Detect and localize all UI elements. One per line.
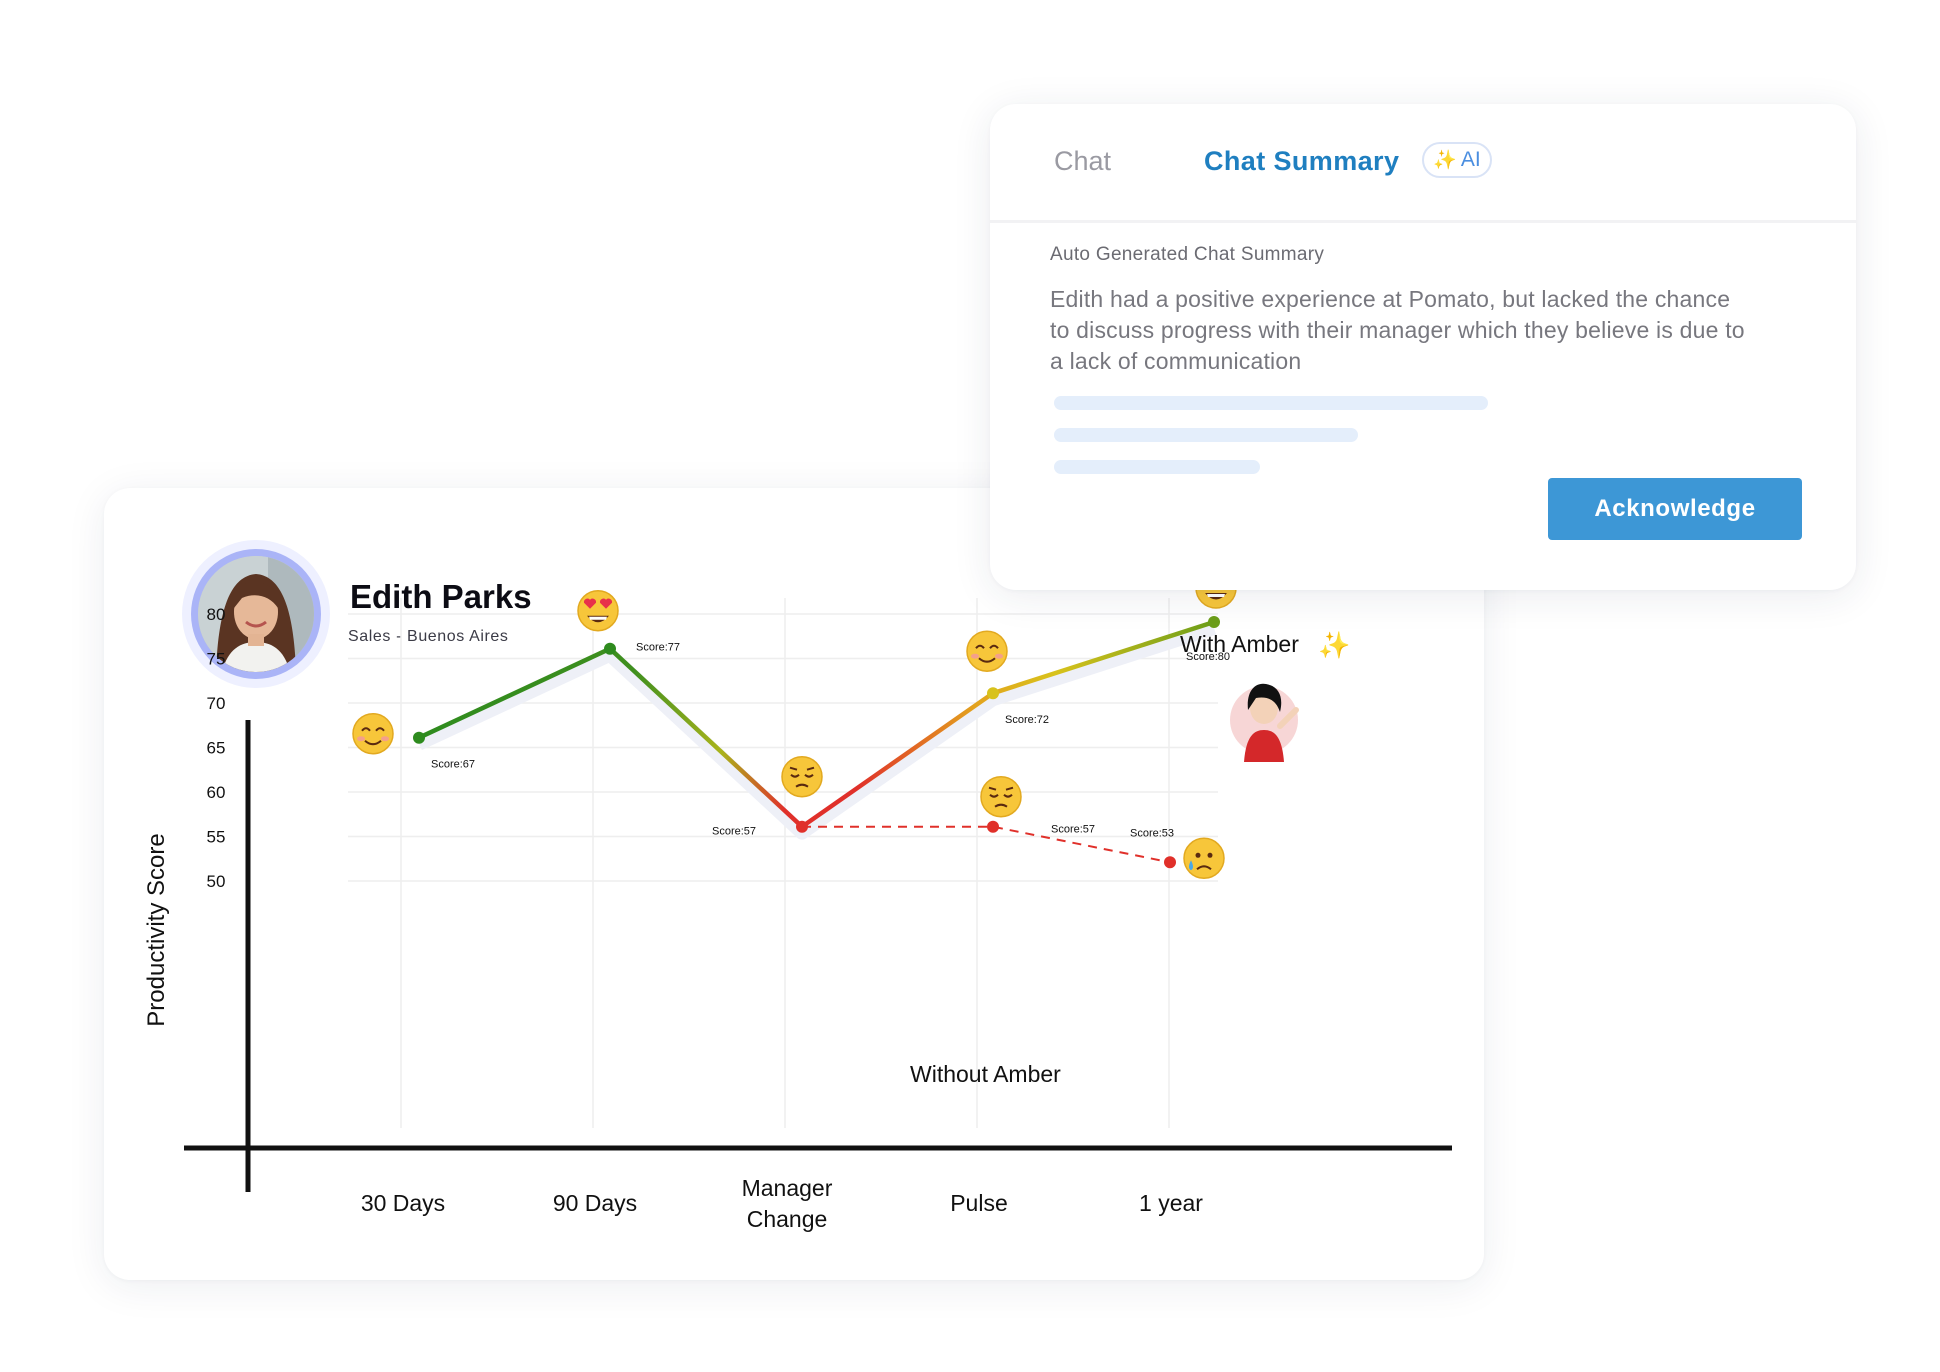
- data-point: [987, 687, 999, 700]
- score-labels: Score:67 Score:77 Score:57 Score:72 Score:80…: [431, 642, 1230, 840]
- data-point: [1164, 856, 1176, 869]
- smiling-icon: [352, 712, 394, 755]
- score-label: Score:80: [1186, 651, 1230, 663]
- data-point: [987, 820, 999, 833]
- data-point: [604, 642, 616, 655]
- summary-text: Edith had a positive experience at Pomat…: [1050, 286, 1745, 374]
- avatar-photo: [198, 556, 314, 672]
- productivity-card: Edith Parks Sales - Buenos Aires Product…: [104, 488, 1484, 1280]
- data-point: [413, 731, 425, 744]
- ai-badge: ✨ AI: [1422, 142, 1492, 178]
- with-amber-label: With Amber: [1180, 631, 1299, 657]
- series-with-amber: [413, 616, 1220, 840]
- y-ticks: 80 75 70 65 60 55 50: [207, 605, 226, 891]
- y-tick-label: 70: [207, 694, 226, 713]
- without-amber-label: Without Amber: [910, 1061, 1061, 1087]
- x-category-label: Manager Change: [742, 1175, 833, 1232]
- crying-icon: [1183, 837, 1225, 880]
- x-category-label: 1 year: [1139, 1190, 1203, 1216]
- score-label: Score:77: [636, 642, 680, 654]
- y-axis-title: Productivity Score: [143, 833, 170, 1026]
- y-tick-label: 55: [207, 828, 226, 847]
- x-category-label: Pulse: [950, 1190, 1008, 1216]
- summary-heading: Auto Generated Chat Summary: [1050, 244, 1325, 265]
- y-tick-label: 50: [207, 872, 226, 891]
- avatar-frame: [191, 549, 321, 679]
- heart-eyes-icon: [577, 589, 619, 632]
- score-label: Score:57: [1051, 824, 1095, 836]
- skeleton-line: [1054, 428, 1358, 442]
- data-point: [1208, 616, 1220, 628]
- pensive-icon: [781, 755, 823, 798]
- sparkles-icon: ✨: [1433, 150, 1457, 171]
- x-categories: 30 Days 90 Days Manager Change Pulse 1 year: [361, 1175, 1203, 1232]
- acknowledge-button[interactable]: Acknowledge: [1548, 478, 1802, 540]
- tab-chat-summary[interactable]: Chat Summary: [1204, 146, 1400, 176]
- avatar: [182, 540, 330, 688]
- amber-avatar-icon: [1230, 683, 1299, 762]
- employee-role: Sales - Buenos Aires: [348, 628, 509, 645]
- employee-name: Edith Parks: [350, 578, 532, 615]
- y-tick-label: 80: [207, 605, 226, 624]
- score-label: Score:53: [1130, 827, 1174, 839]
- score-label: Score:67: [431, 759, 475, 771]
- series-line: [418, 619, 1215, 829]
- y-tick-label: 60: [207, 783, 226, 802]
- x-category-label: 30 Days: [361, 1190, 445, 1216]
- score-label: Score:72: [1005, 714, 1049, 726]
- ai-badge-label: AI: [1460, 148, 1481, 171]
- y-tick-label: 65: [207, 739, 226, 758]
- tab-chat[interactable]: Chat: [1054, 146, 1112, 176]
- x-category-label: 90 Days: [553, 1190, 637, 1216]
- y-tick-label: 75: [207, 650, 226, 669]
- sparkles-icon: ✨: [1318, 630, 1350, 660]
- tab-bar: Chat Chat Summary ✨ AI: [990, 104, 1856, 223]
- pensive-icon: [980, 775, 1022, 818]
- annotations: With Amber ✨ Without Amber: [910, 630, 1350, 1087]
- chart-grid: [348, 598, 1218, 1128]
- smiling-icon: [966, 630, 1008, 672]
- series-without-amber: [802, 820, 1176, 869]
- chat-summary-card: Chat Chat Summary ✨ AI Auto Generated Ch…: [990, 104, 1856, 590]
- skeleton-line: [1054, 396, 1488, 410]
- productivity-chart: Productivity Score 80 75 70 65 60 55 50 30 Day…: [143, 567, 1452, 1232]
- score-label: Score:57: [712, 826, 756, 838]
- skeleton-line: [1054, 460, 1260, 474]
- series-line: [802, 825, 1171, 864]
